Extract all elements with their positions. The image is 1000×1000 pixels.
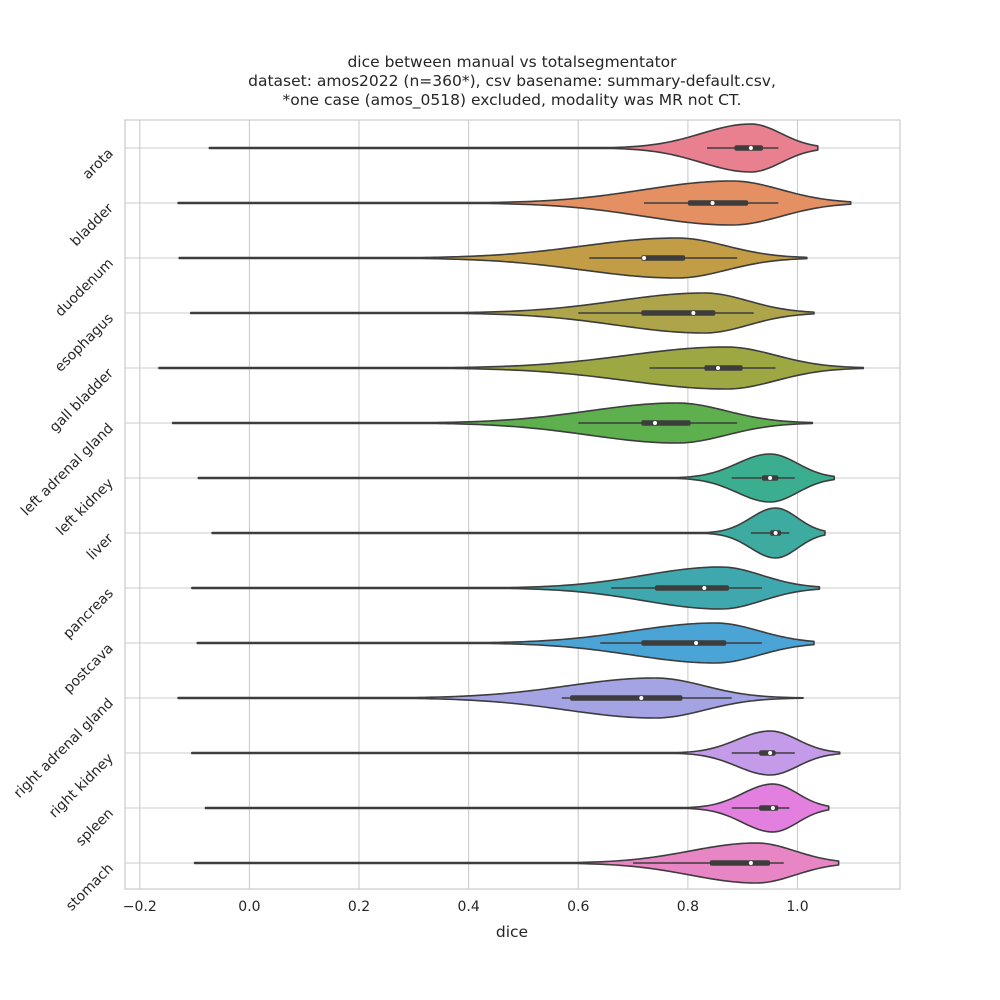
violin-median-marker xyxy=(773,531,778,535)
violin-body xyxy=(196,622,815,664)
violin-left-adrenal-gland xyxy=(171,402,814,444)
violin-liver xyxy=(211,507,826,559)
x-tick-label: 0.8 xyxy=(677,899,699,915)
violin-esophagus xyxy=(189,292,815,334)
violin-body xyxy=(204,783,830,833)
y-tick-label: bladder xyxy=(68,200,117,249)
violin-iqr-box xyxy=(641,310,716,316)
violin-right-kidney xyxy=(191,730,841,776)
violin-iqr-box xyxy=(759,805,779,811)
x-tick-label: 0.2 xyxy=(348,899,370,915)
violin-gall-bladder xyxy=(158,346,865,390)
violin-body xyxy=(158,346,865,390)
violin-stomach xyxy=(193,842,840,884)
violin-body xyxy=(171,402,814,444)
y-tick-label: left adrenal gland xyxy=(18,421,117,520)
x-tick-label: −0.2 xyxy=(123,899,157,915)
chart-title-line: *one case (amos_0518) excluded, modality… xyxy=(282,91,742,109)
violin-median-marker xyxy=(770,806,775,810)
violin-iqr-box xyxy=(641,255,686,261)
chart-title-line: dataset: amos2022 (n=360*), csv basename… xyxy=(248,72,776,90)
chart-title: dice between manual vs totalsegmentator d… xyxy=(0,53,1000,110)
violin-median-marker xyxy=(691,311,696,315)
violin-body xyxy=(193,842,840,884)
violin-median-marker xyxy=(768,751,773,755)
violin-spleen xyxy=(204,783,830,833)
plot-frame xyxy=(124,119,901,890)
x-axis-label: dice xyxy=(496,923,528,941)
violin-iqr-box xyxy=(709,860,771,866)
y-tick-label: spleen xyxy=(73,806,117,850)
violin-body xyxy=(189,292,815,334)
violin-median-marker xyxy=(642,256,647,260)
violin-duodenum xyxy=(178,237,808,279)
violin-median-marker xyxy=(768,476,773,480)
violin-iqr-box xyxy=(641,420,691,426)
violin-pancreas xyxy=(191,566,821,610)
y-tick-label: pancreas xyxy=(60,586,117,643)
violin-iqr-box xyxy=(704,365,743,371)
violin-iqr-box xyxy=(759,750,776,756)
chart-title-line: dice between manual vs totalsegmentator xyxy=(347,53,677,71)
y-tick-label: arota xyxy=(80,146,117,183)
violin-body xyxy=(178,237,808,279)
x-tick-label: 0.0 xyxy=(238,899,260,915)
x-axis: −0.2 0.0 0.2 0.4 0.6 0.8 1.0 xyxy=(123,899,809,915)
violin-bladder xyxy=(177,180,852,226)
x-tick-label: 1.0 xyxy=(786,899,808,915)
violin-body xyxy=(197,453,836,503)
x-tick-label: 0.4 xyxy=(458,899,480,915)
x-tick-label: 0.6 xyxy=(567,899,589,915)
violin-body xyxy=(177,677,804,719)
grid-layer xyxy=(125,120,900,889)
violin-arota xyxy=(208,123,819,173)
violin-median-marker xyxy=(748,861,753,865)
violin-postcava xyxy=(196,622,815,664)
violin-median-marker xyxy=(702,586,707,590)
violin-iqr-box xyxy=(655,585,729,591)
y-tick-label: postcava xyxy=(61,641,117,697)
violin-iqr-box xyxy=(687,200,749,206)
violin-iqr-box xyxy=(734,145,763,151)
violin-body xyxy=(191,730,841,776)
violin-left-kidney xyxy=(197,453,836,503)
violin-median-marker xyxy=(639,696,644,700)
violin-body xyxy=(177,180,852,226)
violin-median-marker xyxy=(748,146,753,150)
y-tick-label: esophagus xyxy=(52,311,117,376)
violin-median-marker xyxy=(710,201,715,205)
y-tick-label: liver xyxy=(84,530,117,563)
violin-median-marker xyxy=(716,366,721,370)
violin-layer xyxy=(158,123,865,884)
y-tick-label: duodenum xyxy=(52,256,117,321)
y-tick-label: right adrenal gland xyxy=(11,696,117,802)
violin-body xyxy=(211,507,826,559)
violin-body xyxy=(208,123,819,173)
y-tick-label: stomach xyxy=(63,861,117,915)
violin-median-marker xyxy=(694,641,699,645)
violin-right-adrenal-gland xyxy=(177,677,804,719)
violin-body xyxy=(191,566,821,610)
violin-median-marker xyxy=(653,421,658,425)
violin-iqr-box xyxy=(641,640,727,646)
violin-iqr-box xyxy=(570,695,683,701)
